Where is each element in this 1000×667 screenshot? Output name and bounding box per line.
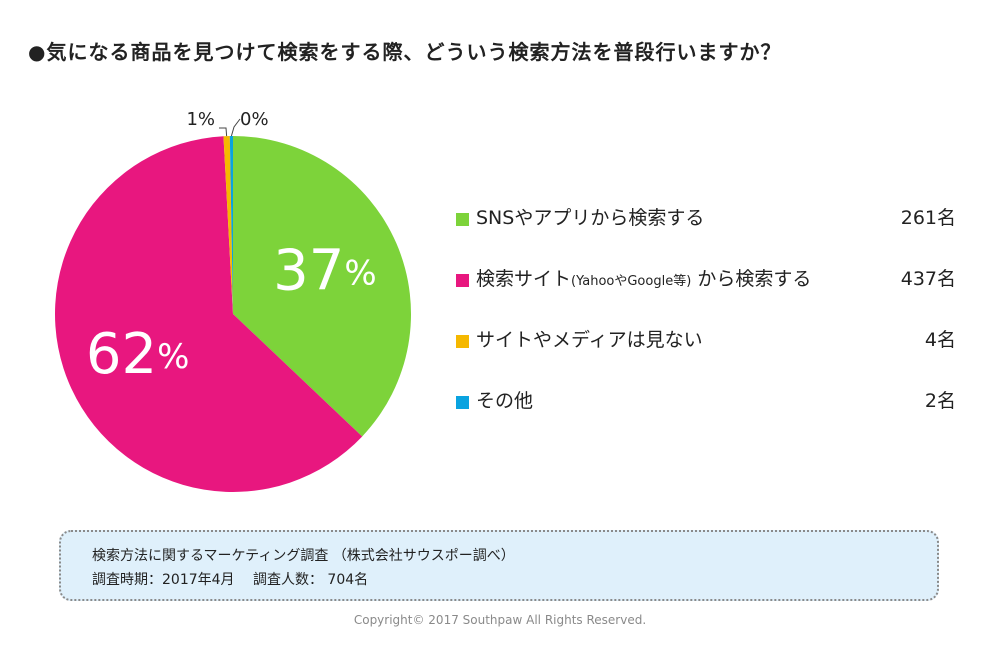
chart-title: ●気になる商品を見つけて検索をする際、どういう検索方法を普段行いますか？	[28, 40, 782, 64]
legend-swatch	[456, 335, 469, 348]
legend-count: 4名	[924, 329, 956, 351]
legend-swatch	[456, 396, 469, 409]
legend-item-search-site: 検索サイト(YahooやGoogle等) から検索する 437名	[456, 264, 956, 325]
legend-item-no-media: サイトやメディアは見ない 4名	[456, 325, 956, 386]
legend-swatch	[456, 274, 469, 287]
legend: SNSやアプリから検索する 261名 検索サイト(YahooやGoogle等) …	[456, 203, 956, 447]
legend-item-sns: SNSやアプリから検索する 261名	[456, 203, 956, 264]
copyright: Copyright© 2017 Southpaw All Rights Rese…	[353, 613, 647, 627]
pie-small-label: 0%	[240, 109, 269, 130]
pie-slice-sns	[233, 136, 411, 437]
pie-chart: 37% 62% 1% 0%	[54, 109, 411, 492]
legend-label: サイトやメディアは見ない	[476, 329, 703, 351]
leader-line	[219, 127, 228, 137]
pie-slice-other	[229, 136, 233, 314]
legend-count: 261名	[900, 207, 956, 229]
legend-swatch	[456, 213, 469, 226]
legend-label: その他	[476, 390, 534, 412]
pie-slice-search-site	[54, 136, 363, 492]
legend-count: 437名	[900, 268, 956, 290]
survey-note-line: 検索方法に関するマーケティング調査 （株式会社サウスポー調べ）	[92, 548, 515, 564]
pie-percent-label: 37%	[273, 239, 377, 304]
legend-item-other: その他 2名	[456, 386, 956, 447]
legend-count: 2名	[924, 390, 956, 412]
legend-label: SNSやアプリから検索する	[476, 207, 705, 229]
pie-slice-no-media	[223, 136, 233, 314]
survey-note-box: 検索方法に関するマーケティング調査 （株式会社サウスポー調べ） 調査時期：201…	[59, 530, 939, 601]
survey-period-line: 調査時期：2017年4月 調査人数： 704名	[92, 572, 369, 588]
legend-label: 検索サイト(YahooやGoogle等) から検索する	[476, 268, 812, 290]
pie-small-label: 1%	[186, 109, 215, 130]
leader-line	[230, 118, 241, 137]
pie-percent-label: 62%	[86, 322, 190, 387]
